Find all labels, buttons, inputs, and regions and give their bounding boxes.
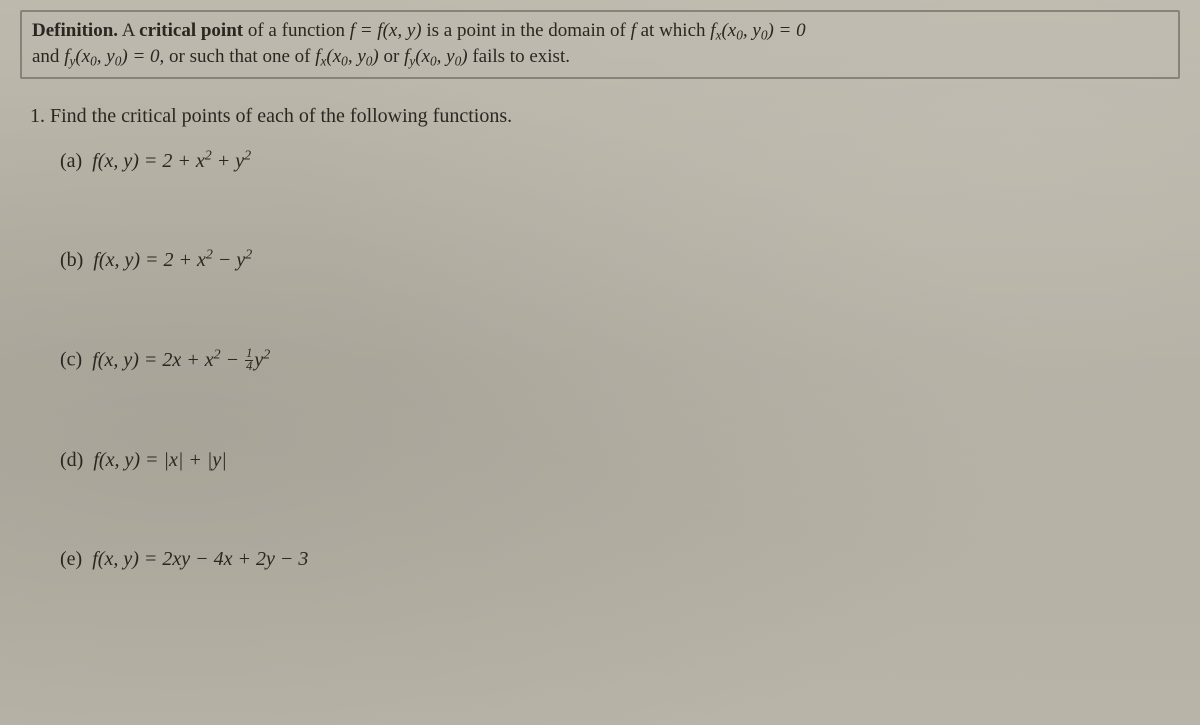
def-feq: f = f(x, y) bbox=[350, 20, 422, 41]
def-t5: and bbox=[32, 46, 64, 67]
item-b-label: (b) bbox=[60, 249, 83, 271]
definition-term: critical point bbox=[139, 20, 243, 41]
item-e: (e) f(x, y) = 2xy − 4x + 2y − 3 bbox=[60, 548, 1180, 571]
def-t4: at which bbox=[636, 20, 710, 41]
item-d-math: f(x, y) = |x| + |y| bbox=[93, 449, 226, 471]
def-fx0: fx(x0, y0) = 0 bbox=[710, 20, 805, 41]
def-t6: , or such that one of bbox=[160, 46, 316, 67]
def-t3: is a point in the domain of bbox=[422, 20, 631, 41]
item-a-label: (a) bbox=[60, 150, 82, 172]
def-fy0: fy(x0, y0) = 0 bbox=[64, 46, 159, 67]
item-a: (a) f(x, y) = 2 + x2 + y2 bbox=[60, 150, 1180, 173]
item-c: (c) f(x, y) = 2x + x2 − 14y2 bbox=[60, 348, 1180, 373]
item-e-math: f(x, y) = 2xy − 4x + 2y − 3 bbox=[92, 548, 308, 570]
item-c-math: f(x, y) = 2x + x2 − 14y2 bbox=[92, 349, 270, 371]
frac-den: 4 bbox=[245, 361, 253, 373]
def-t7: or bbox=[379, 46, 404, 67]
def-t1: A bbox=[118, 20, 139, 41]
item-b: (b) f(x, y) = 2 + x2 − y2 bbox=[60, 249, 1180, 272]
item-d-label: (d) bbox=[60, 449, 83, 471]
item-e-label: (e) bbox=[60, 548, 82, 570]
def-t2: of a function bbox=[243, 20, 350, 41]
item-c-label: (c) bbox=[60, 349, 82, 371]
def-fy: fy(x0, y0) bbox=[404, 46, 468, 67]
item-a-math: f(x, y) = 2 + x2 + y2 bbox=[92, 150, 251, 172]
definition-label: Definition. bbox=[32, 20, 118, 41]
question-number: 1. bbox=[30, 105, 45, 127]
definition-box: Definition. A critical point of a functi… bbox=[20, 10, 1180, 79]
definition-text: Definition. A critical point of a functi… bbox=[32, 18, 1168, 69]
def-fx: fx(x0, y0) bbox=[315, 46, 379, 67]
question-1: 1. Find the critical points of each of t… bbox=[30, 105, 1180, 128]
def-t8: fails to exist. bbox=[468, 46, 570, 67]
question-text: Find the critical points of each of the … bbox=[50, 105, 512, 127]
item-d: (d) f(x, y) = |x| + |y| bbox=[60, 449, 1180, 472]
item-b-math: f(x, y) = 2 + x2 − y2 bbox=[93, 249, 252, 271]
